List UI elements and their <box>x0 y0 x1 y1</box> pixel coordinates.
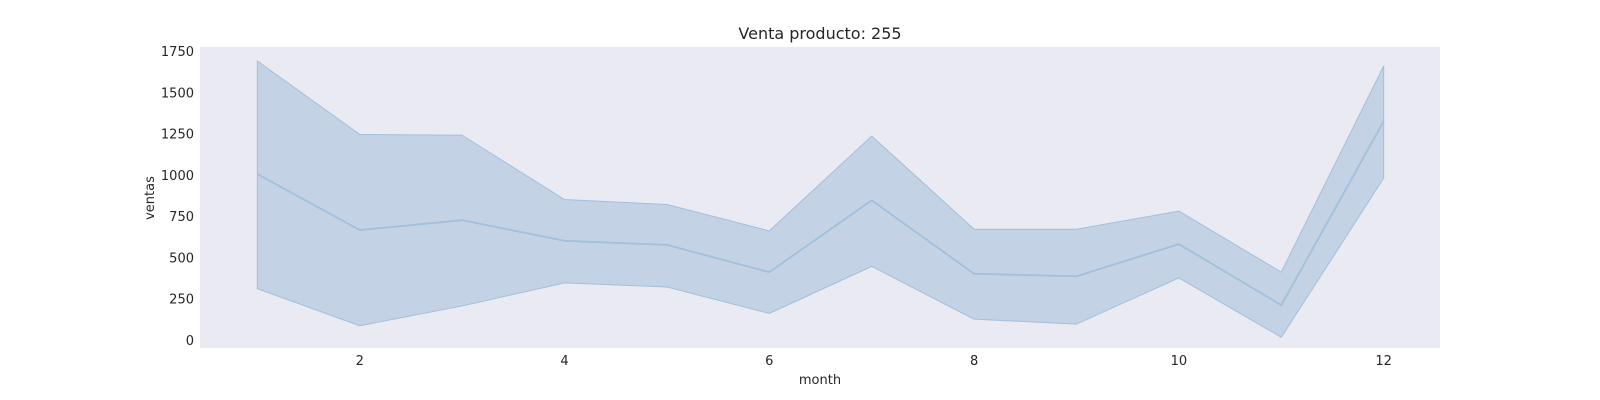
y-tick-label: 250 <box>169 293 194 308</box>
y-tick-label: 750 <box>169 210 194 225</box>
x-tick-label: 2 <box>356 354 364 369</box>
x-tick-label: 10 <box>1171 354 1188 369</box>
series-line <box>256 120 1385 307</box>
y-tick-label: 500 <box>169 251 194 266</box>
x-tick-label: 4 <box>560 354 568 369</box>
chart-title: Venta producto: 255 <box>738 24 901 43</box>
y-tick-label: 1750 <box>161 45 194 60</box>
y-tick-label: 0 <box>186 334 194 349</box>
x-tick-label: 6 <box>765 354 773 369</box>
series-line-layer <box>256 120 1385 307</box>
y-axis-ticks: 0 250 500 750 1000 1250 1500 1750 <box>161 45 194 349</box>
x-axis-label: month <box>799 373 841 388</box>
y-tick-label: 1000 <box>161 169 194 184</box>
y-tick-label: 1500 <box>161 86 194 101</box>
x-tick-label: 12 <box>1375 354 1392 369</box>
x-tick-label: 8 <box>970 354 978 369</box>
x-axis-ticks: 2 4 6 8 10 12 <box>356 354 1392 369</box>
y-axis-label: ventas <box>143 176 158 220</box>
y-tick-label: 1250 <box>161 128 194 143</box>
